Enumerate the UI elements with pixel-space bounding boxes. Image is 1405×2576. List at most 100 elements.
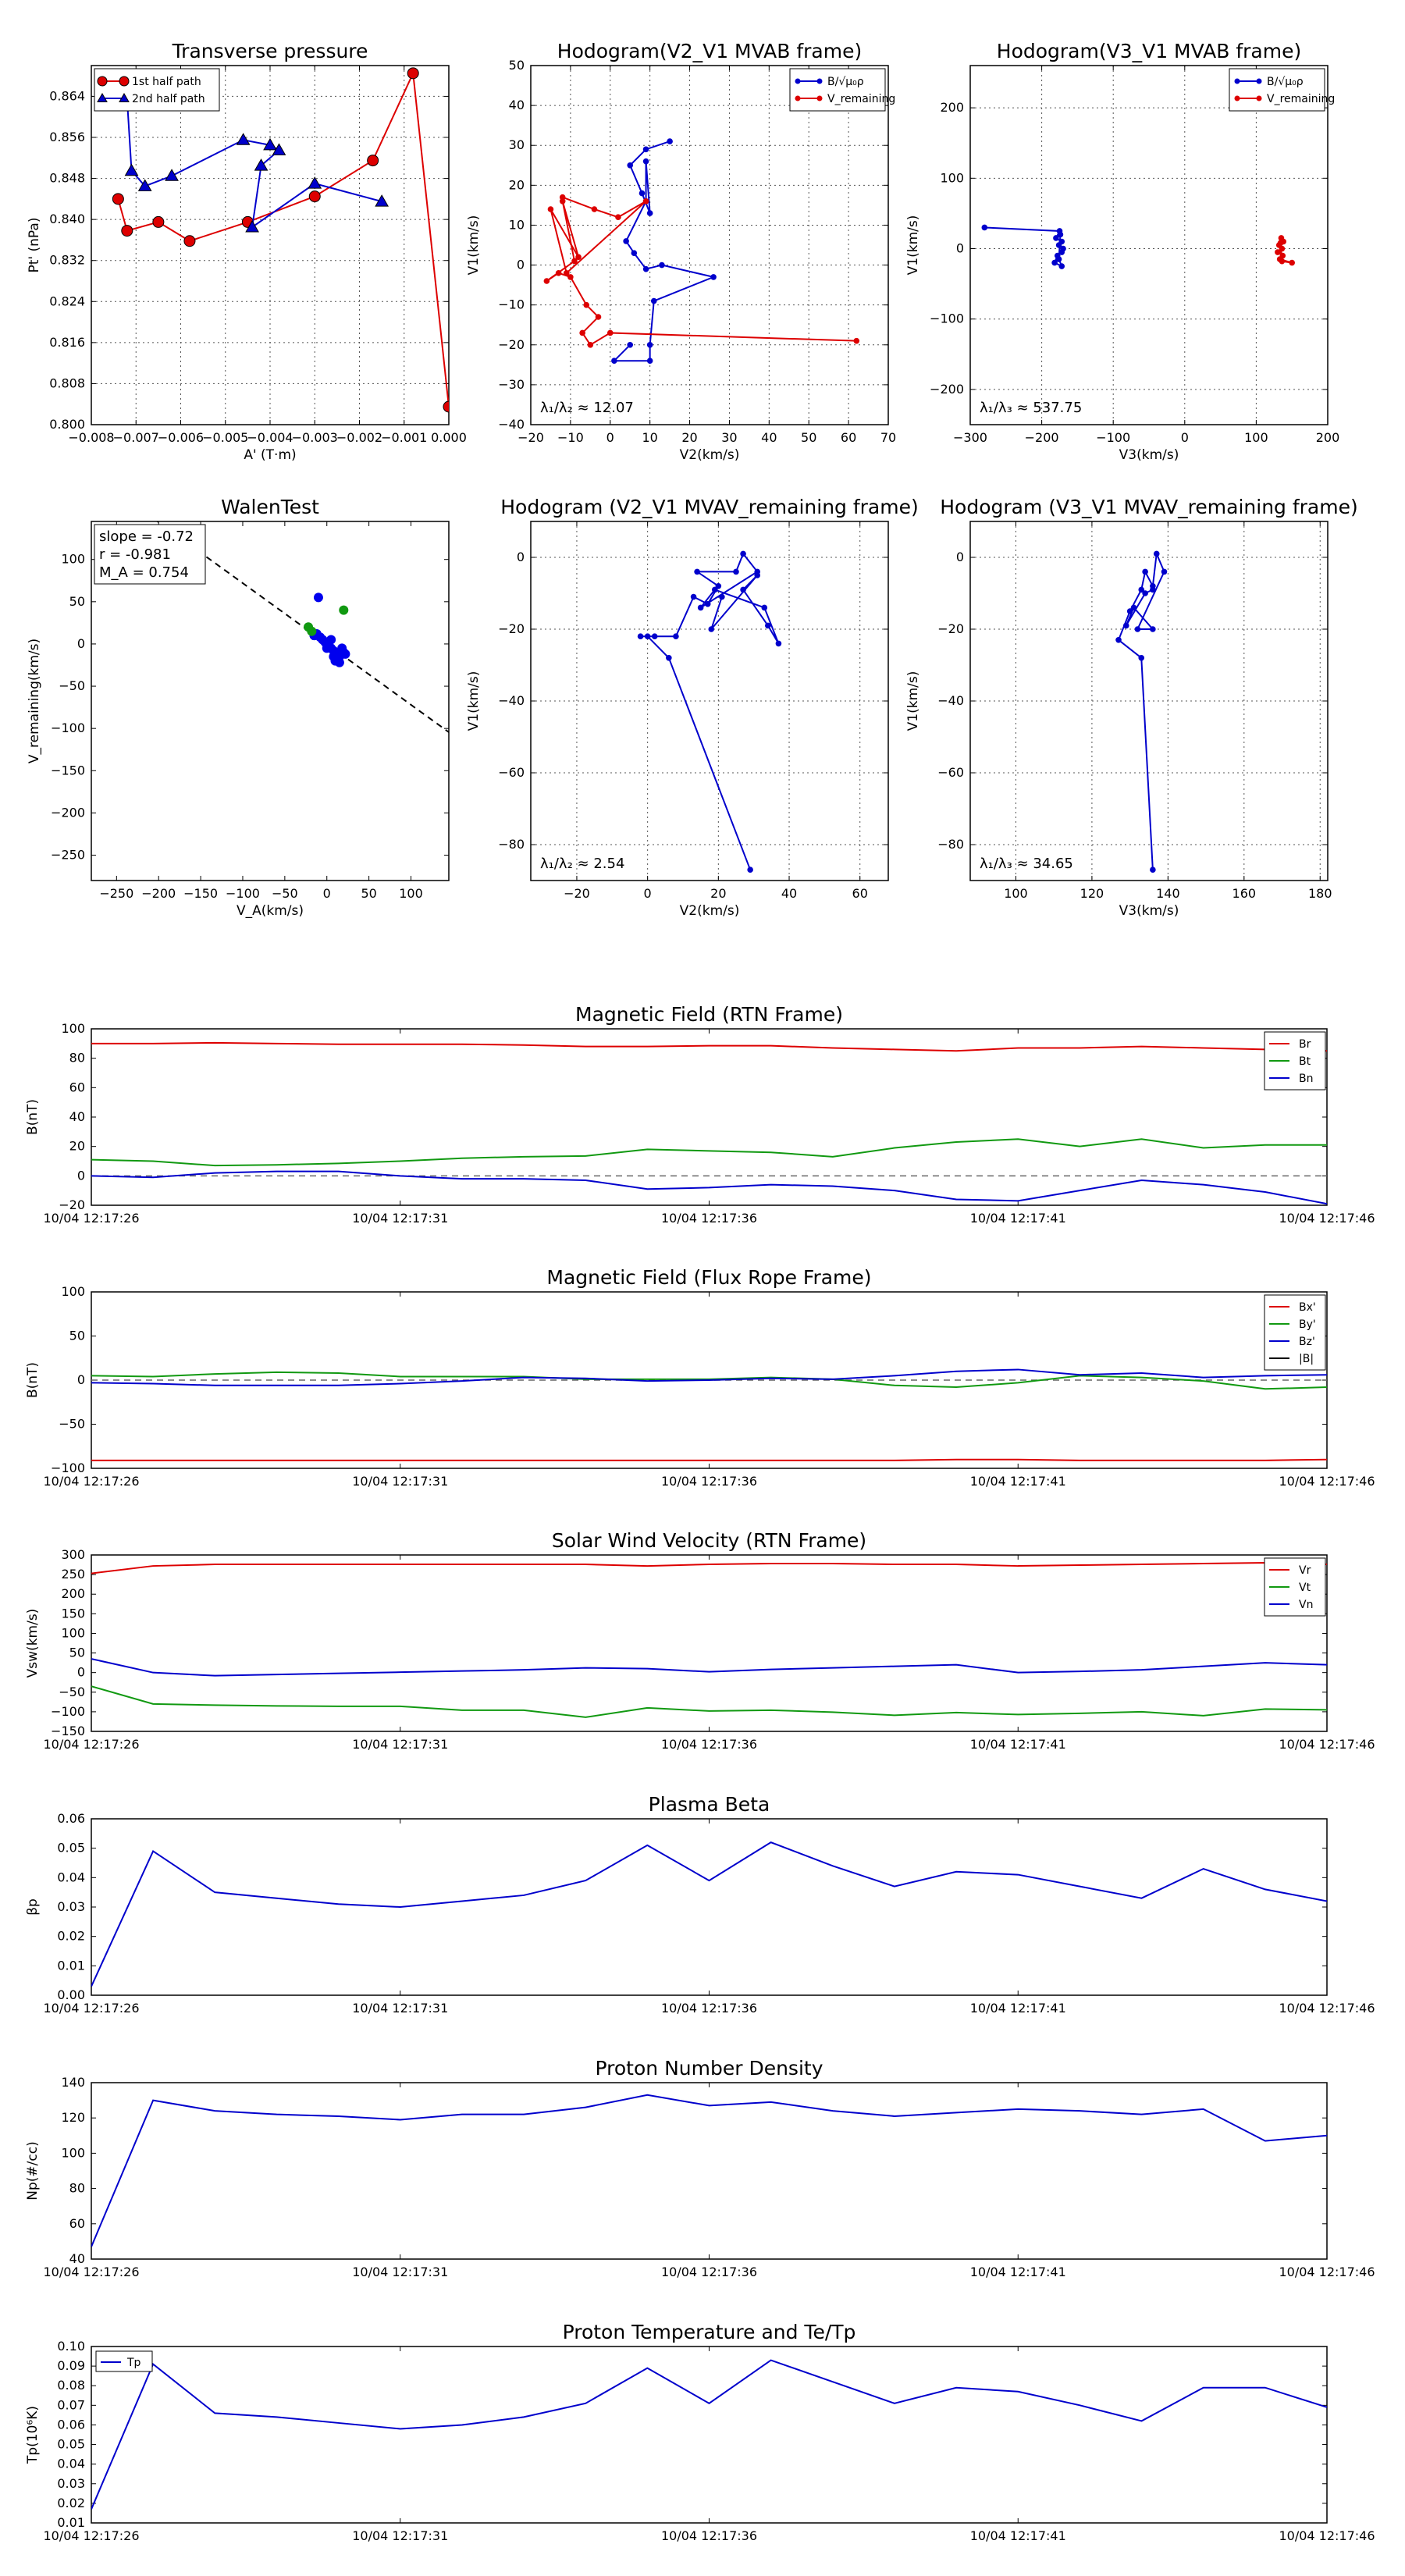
y-tick-label: 0.03 <box>57 1899 85 1914</box>
y-tick-label: −250 <box>51 848 85 863</box>
chart-title: Solar Wind Velocity (RTN Frame) <box>552 1529 866 1552</box>
y-tick-label: 0.816 <box>49 335 85 350</box>
x-tick-label: 10/04 12:17:36 <box>661 1737 757 1752</box>
chart-p10: 10/04 12:17:26 10/04 12:17:31 10/04 12:17:… <box>25 1793 1375 2016</box>
axes-frame <box>969 65 1329 425</box>
y-tick-label: 50 <box>69 594 85 609</box>
scatter-point <box>339 605 349 615</box>
x-tick-label: 10/04 12:17:26 <box>43 2265 139 2279</box>
data-point <box>1150 866 1156 873</box>
data-point <box>375 194 389 207</box>
y-tick-label: 0 <box>517 550 525 564</box>
y-tick-label: 80 <box>69 2181 85 2196</box>
data-point <box>816 95 823 101</box>
series-line <box>91 1170 1327 1205</box>
x-tick-label: 0.000 <box>431 430 467 445</box>
y-tick-label: 0 <box>517 258 525 272</box>
y-axis-label: V1(km/s) <box>905 671 921 731</box>
x-tick-label: 100 <box>399 886 423 901</box>
data-point <box>137 179 152 191</box>
data-point <box>1055 256 1062 262</box>
data-point <box>712 586 718 593</box>
data-point <box>694 568 700 575</box>
scatter-point <box>322 643 332 653</box>
x-tick-label: −0.008 <box>68 430 114 445</box>
x-tick-label: 10/04 12:17:46 <box>1279 1474 1375 1489</box>
data-point <box>112 193 124 205</box>
y-tick-label: 0.808 <box>49 375 85 390</box>
chart-title: Hodogram (V2_V1 MVAV_remaining frame) <box>500 496 919 518</box>
y-tick-label: −10 <box>498 297 525 312</box>
data-point <box>254 158 269 171</box>
y-tick-label: 0.03 <box>57 2476 85 2491</box>
y-tick-label: 80 <box>69 1051 85 1066</box>
series-line <box>546 196 857 347</box>
x-tick-label: 10/04 12:17:36 <box>661 2265 757 2279</box>
series-line <box>91 1841 1327 1987</box>
y-tick-label: 50 <box>69 1646 85 1660</box>
y-tick-label: −150 <box>51 763 85 777</box>
plot-area <box>543 138 860 365</box>
legend-box <box>1229 68 1325 112</box>
x-tick-label: −0.007 <box>113 430 159 445</box>
x-tick-label: 10/04 12:17:46 <box>1279 1211 1375 1226</box>
legend-label: Tp <box>126 2357 141 2369</box>
x-tick-label: −250 <box>99 886 133 901</box>
legend-label: By' <box>1299 1318 1316 1331</box>
y-tick-label: 0.832 <box>49 253 85 268</box>
data-point <box>547 206 554 212</box>
plot-area <box>91 1041 1327 1205</box>
x-tick-label: 10/04 12:17:41 <box>970 2265 1066 2279</box>
data-point <box>853 337 860 344</box>
legend-label: Vr <box>1299 1564 1311 1577</box>
x-tick-label: −300 <box>953 430 987 445</box>
axes-frame <box>530 65 889 425</box>
annotation: λ₁/λ₂ ≈ 12.07 <box>540 400 634 416</box>
legend-label: V_remaining <box>1267 93 1335 105</box>
data-point <box>1256 78 1262 84</box>
data-point <box>704 601 711 607</box>
data-point <box>1138 586 1145 593</box>
y-tick-label: −20 <box>498 621 525 636</box>
legend-label: 1st half path <box>132 76 201 88</box>
y-axis-label: Np(#/cc) <box>25 2141 41 2200</box>
y-tick-label: 30 <box>509 137 525 152</box>
plot-area <box>91 2359 1327 2510</box>
data-point <box>579 329 585 336</box>
y-tick-label: −40 <box>498 417 525 432</box>
chart-title: Hodogram(V3_V1 MVAB frame) <box>997 40 1301 62</box>
x-tick-label: −0.004 <box>247 430 293 445</box>
axes-frame <box>91 521 450 881</box>
y-tick-label: −100 <box>930 311 964 326</box>
x-tick-label: 0 <box>323 886 331 901</box>
chart-p3: −300 −200 −100 0 100 200 −200 −100 0 100 200 Hodogr… <box>905 40 1339 463</box>
data-point <box>747 866 753 873</box>
data-point <box>1142 568 1148 575</box>
y-tick-label: 140 <box>61 2075 85 2090</box>
legend-box <box>789 68 886 112</box>
chart-title: Hodogram(V2_V1 MVAB frame) <box>557 40 862 62</box>
y-tick-label: 0.04 <box>57 2457 85 2471</box>
data-point <box>650 297 657 304</box>
series-line <box>1117 550 1165 870</box>
y-tick-label: 40 <box>509 98 525 112</box>
data-point <box>1234 78 1240 84</box>
y-axis-label: B(nT) <box>25 1362 41 1398</box>
chart-p9: 10/04 12:17:26 10/04 12:17:31 10/04 12:17:… <box>25 1529 1375 1752</box>
data-point <box>1142 590 1148 596</box>
data-point <box>1289 259 1295 266</box>
y-tick-label: −40 <box>498 693 525 708</box>
data-point <box>124 163 139 176</box>
x-tick-label: 10/04 12:17:41 <box>970 1474 1066 1489</box>
data-point <box>666 655 672 661</box>
legend-label: Bn <box>1299 1073 1313 1085</box>
x-tick-label: 10/04 12:17:31 <box>352 2001 448 2016</box>
data-point <box>1138 655 1145 661</box>
chart-title: WalenTest <box>221 496 319 518</box>
chart-title: Plasma Beta <box>649 1793 770 1816</box>
data-point <box>659 262 665 269</box>
x-tick-label: 10/04 12:17:46 <box>1279 1737 1375 1752</box>
x-tick-label: 180 <box>1308 886 1332 901</box>
data-point <box>555 269 562 276</box>
legend-label: V_remaining <box>827 93 895 105</box>
